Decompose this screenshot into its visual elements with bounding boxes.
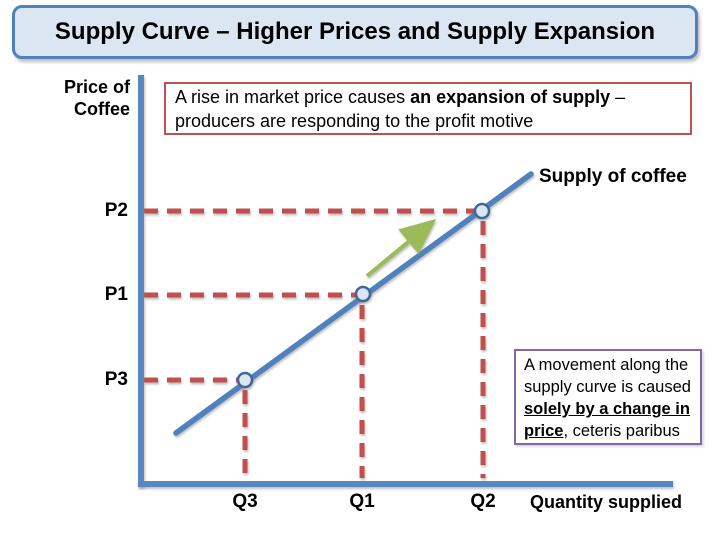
price-label-p1: P1: [104, 284, 128, 305]
expansion-note-box: A rise in market price causes an expansi…: [164, 82, 692, 135]
quantity-label-q3: Q3: [232, 491, 258, 512]
movement-note-line1: A movement along the: [524, 356, 689, 374]
expansion-note-line1-bold: an expansion of supply: [410, 87, 611, 107]
x-axis-label: Quantity supplied: [530, 492, 683, 512]
y-axis-label-line1: Price of: [63, 77, 130, 97]
expansion-note-line2: producers are responding to the profit m…: [175, 111, 534, 131]
supply-curve: [173, 171, 534, 436]
quantity-label-q1: Q1: [349, 491, 375, 512]
expansion-note-line1-pre: A rise in market price causes: [175, 87, 411, 107]
point-p1-q1: [354, 285, 372, 303]
expansion-arrow: [365, 218, 437, 278]
point-p2-q2: [473, 202, 491, 220]
movement-note-line4-post: , ceteris paribus: [563, 422, 680, 440]
expansion-note-line1-post: –: [610, 87, 626, 107]
movement-note-line2: supply curve is caused: [524, 378, 691, 396]
movement-note-line4-bold: price: [524, 422, 564, 440]
movement-note-line3: solely by a change in: [524, 400, 690, 418]
price-label-p3: P3: [104, 369, 128, 390]
price-label-p2: P2: [104, 200, 128, 221]
movement-note-box: A movement along the supply curve is cau…: [514, 349, 702, 445]
y-axis-label-line2: Coffee: [73, 99, 130, 119]
supply-curve-label: Supply of coffee: [539, 166, 687, 187]
point-p3-q3: [236, 371, 254, 389]
slide-title-box: Supply Curve – Higher Prices and Supply …: [12, 5, 698, 59]
y-axis-label: Price of Coffee: [42, 76, 130, 120]
slide-title: Supply Curve – Higher Prices and Supply …: [54, 18, 656, 45]
quantity-label-q2: Q2: [470, 491, 496, 512]
